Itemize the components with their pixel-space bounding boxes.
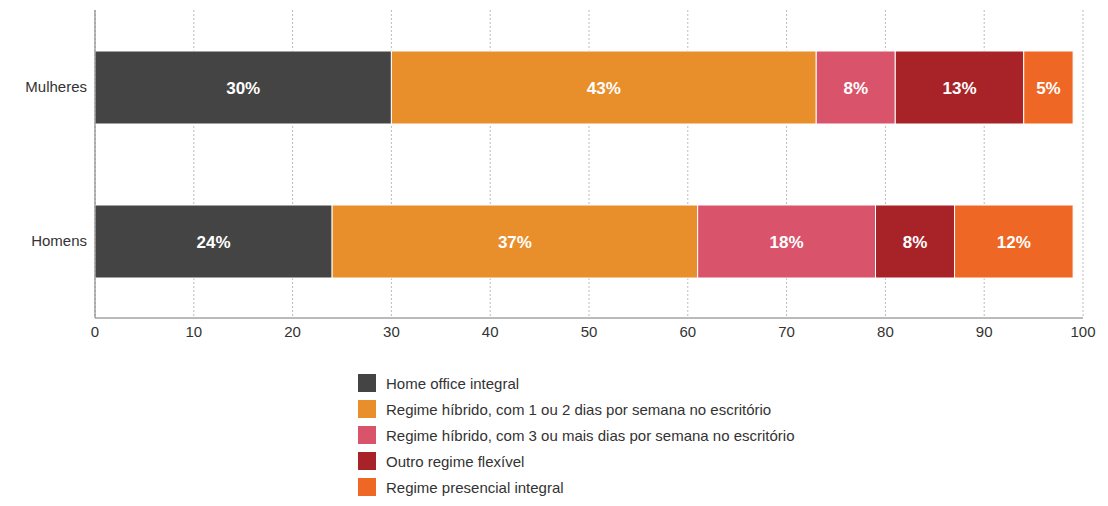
svg-text:8%: 8% [843, 79, 868, 98]
html-text:Regime híbrido, com 3 ou mais: Regime híbrido, com 3 ou mais dias por s… [386, 426, 795, 444]
html-text:Home office integral: Home office integral [386, 374, 520, 392]
svg-text:30: 30 [383, 323, 400, 340]
svg-text:0: 0 [91, 323, 99, 340]
html-text:Regime híbrido, com 1 ou 2 dia: Regime híbrido, com 1 ou 2 dias por sema… [386, 400, 772, 418]
svg-text:37%: 37% [498, 233, 532, 252]
svg-text:20: 20 [284, 323, 301, 340]
html-text:Regime presencial integral: Regime presencial integral [386, 478, 564, 496]
svg-text:60: 60 [679, 323, 696, 340]
svg-text:100: 100 [1070, 323, 1095, 340]
svg-text:30%: 30% [226, 79, 260, 98]
svg-text:80: 80 [877, 323, 894, 340]
svg-text:24%: 24% [197, 233, 231, 252]
svg-text:5%: 5% [1036, 79, 1061, 98]
svg-text:18%: 18% [770, 233, 804, 252]
svg-text:8%: 8% [903, 233, 928, 252]
html-text:Outro regime flexível: Outro regime flexível [386, 452, 525, 470]
svg-text:43%: 43% [587, 79, 621, 98]
svg-text:12%: 12% [997, 233, 1031, 252]
svg-text:90: 90 [976, 323, 993, 340]
svg-text:50: 50 [581, 323, 598, 340]
svg-text:40: 40 [482, 323, 499, 340]
svg-text:10: 10 [185, 323, 202, 340]
svg-text:70: 70 [778, 323, 795, 340]
svg-text:13%: 13% [942, 79, 976, 98]
svg-text:Homens: Homens [31, 232, 87, 249]
svg-text:Mulheres: Mulheres [25, 78, 87, 95]
